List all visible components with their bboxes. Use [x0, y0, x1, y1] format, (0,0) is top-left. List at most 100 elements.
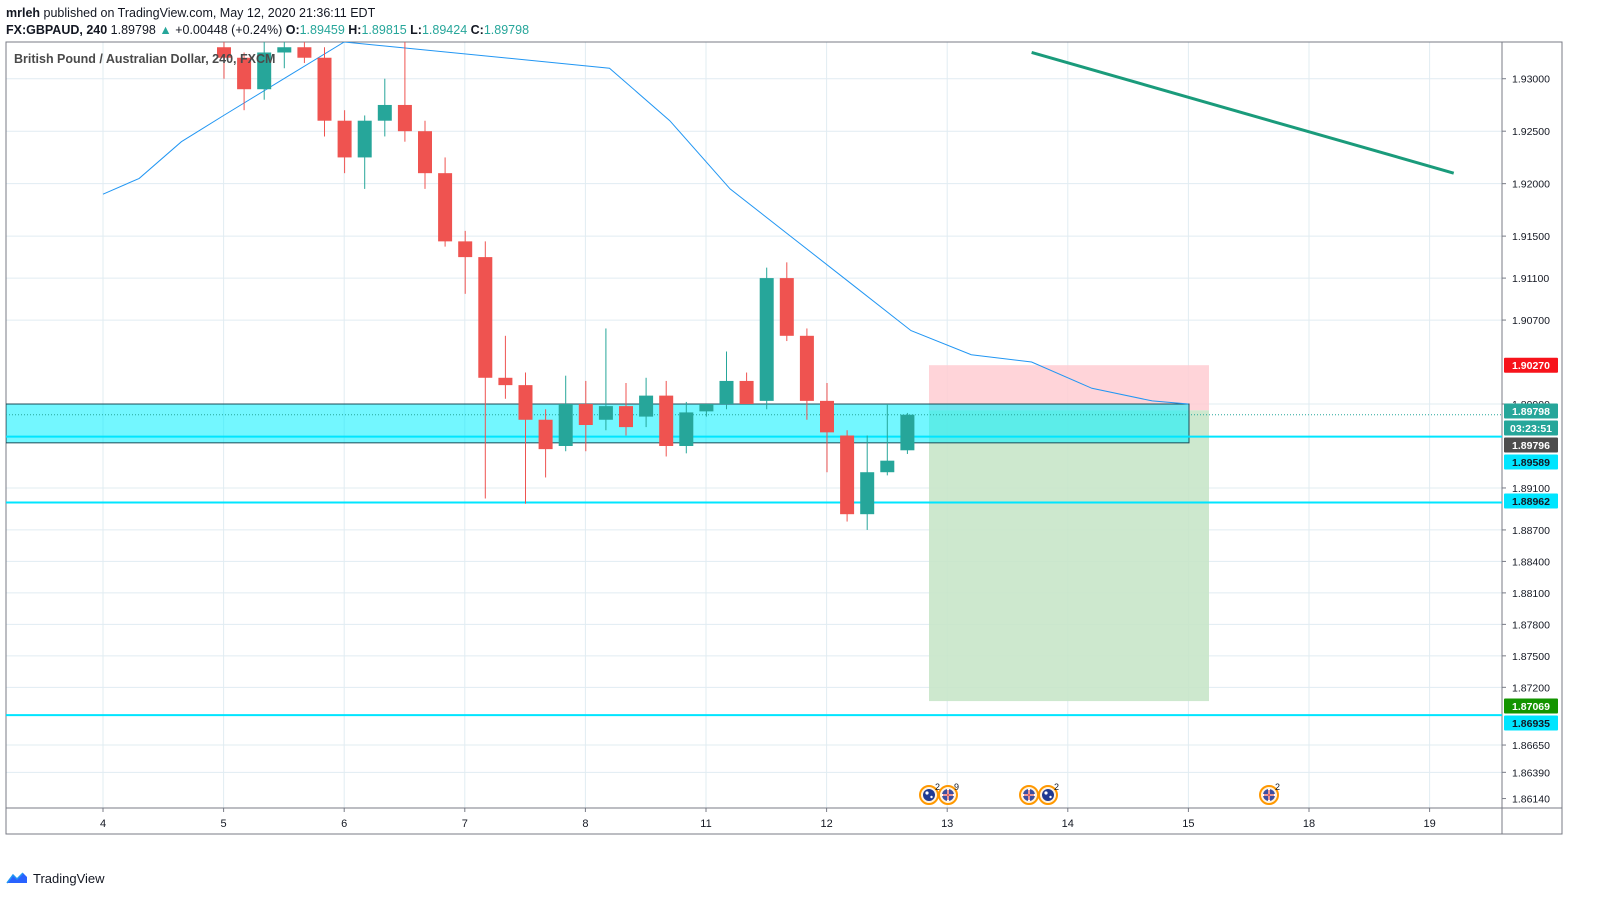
price-axis-label: 1.87069: [1512, 701, 1550, 713]
economic-event-count: 2: [1275, 782, 1280, 792]
candle-bearish[interactable]: [538, 419, 553, 450]
candle-bearish[interactable]: [458, 241, 473, 258]
price-tick-label: 1.92500: [1512, 126, 1550, 138]
candle-bearish[interactable]: [297, 47, 312, 58]
time-tick-label: 8: [582, 818, 588, 830]
price-axis-label: 03:23:51: [1510, 423, 1552, 435]
last-price: 1.89798: [110, 23, 156, 37]
candle-bearish[interactable]: [337, 120, 352, 158]
candle-bullish[interactable]: [679, 412, 694, 446]
price-axis-label-bg: [1504, 357, 1558, 373]
candle-bullish[interactable]: [377, 104, 392, 121]
price-tick-label: 1.91500: [1512, 231, 1550, 243]
au-flag-icon: [923, 789, 935, 801]
price-axis-label: 1.89589: [1512, 457, 1550, 469]
candle-bearish[interactable]: [438, 173, 453, 242]
price-axis-label-bg: [1504, 420, 1558, 436]
close-label: C:: [470, 23, 484, 37]
economic-event-count: 2: [1054, 782, 1059, 792]
open-value: 1.89459: [299, 23, 345, 37]
low-label: L:: [410, 23, 422, 37]
take-profit-zone[interactable]: [929, 410, 1209, 702]
economic-event-count: 9: [954, 782, 959, 792]
candle-bearish[interactable]: [659, 395, 674, 446]
time-tick-label: 11: [700, 818, 711, 830]
candle-bearish[interactable]: [418, 131, 432, 174]
candle-bullish[interactable]: [277, 47, 292, 53]
candle-bullish[interactable]: [880, 460, 895, 473]
candle-bullish[interactable]: [598, 406, 613, 420]
price-change: +0.00448 (+0.24%): [175, 23, 283, 37]
price-tick-label: 1.88700: [1512, 525, 1550, 537]
au-flag-star: [925, 791, 929, 795]
price-tick-label: 1.87800: [1512, 619, 1550, 631]
price-axis-label-bg: [1504, 403, 1558, 419]
publish-header: mrleh published on TradingView.com, May …: [6, 4, 375, 22]
candle-bearish[interactable]: [397, 104, 412, 132]
candle-bearish[interactable]: [217, 47, 231, 58]
candle-bullish[interactable]: [257, 52, 272, 90]
au-flag-star: [1044, 791, 1048, 795]
price-tick-label: 1.89100: [1512, 483, 1550, 495]
time-tick-label: 6: [341, 818, 347, 830]
symbol-info-line: FX:GBPAUD, 240 1.89798 ▲ +0.00448 (+0.24…: [6, 22, 529, 38]
candle-bearish[interactable]: [840, 435, 855, 515]
economic-event-count: 2: [935, 782, 940, 792]
candle-bearish[interactable]: [478, 257, 493, 378]
price-axis-label: 1.86935: [1512, 718, 1550, 730]
price-tick-label: 1.90700: [1512, 315, 1550, 327]
au-flag-star: [930, 795, 933, 799]
price-tick-label: 1.86650: [1512, 740, 1550, 752]
candle-bullish[interactable]: [719, 380, 734, 405]
low-value: 1.89424: [421, 23, 468, 37]
candle-bearish[interactable]: [799, 335, 814, 401]
price-axis-label: 1.90270: [1512, 360, 1550, 372]
time-tick-label: 14: [1062, 818, 1074, 830]
high-label: H:: [348, 23, 362, 37]
price-axis-label: 1.89796: [1512, 440, 1550, 452]
author-name[interactable]: mrleh: [6, 6, 41, 20]
price-axis-label-bg: [1504, 698, 1558, 714]
footer-branding[interactable]: TradingView: [6, 868, 105, 888]
candle-bearish[interactable]: [578, 404, 593, 425]
time-tick-label: 13: [941, 818, 953, 830]
time-tick-label: 19: [1423, 818, 1435, 830]
price-tick-label: 1.87500: [1512, 651, 1550, 663]
candle-bearish[interactable]: [498, 377, 513, 386]
time-tick-label: 4: [100, 818, 106, 830]
time-tick-label: 18: [1303, 818, 1315, 830]
up-arrow-icon: ▲: [159, 23, 172, 37]
symbol-name[interactable]: FX:GBPAUD, 240: [6, 23, 108, 37]
trendline[interactable]: [1031, 51, 1455, 175]
candle-bullish[interactable]: [759, 278, 774, 401]
candle-bullish[interactable]: [699, 404, 714, 412]
price-tick-label: 1.86390: [1512, 767, 1550, 779]
candle-bullish[interactable]: [900, 414, 915, 451]
time-tick-label: 5: [221, 818, 227, 830]
candle-bullish[interactable]: [639, 395, 654, 417]
candle-bearish[interactable]: [237, 57, 252, 90]
candle-bearish[interactable]: [739, 380, 754, 405]
close-value: 1.89798: [483, 23, 530, 37]
candle-bullish[interactable]: [860, 472, 875, 515]
candle-bearish[interactable]: [619, 406, 633, 428]
candle-bullish[interactable]: [558, 404, 573, 446]
candle-bullish[interactable]: [357, 120, 372, 158]
au-flag-star: [1049, 795, 1052, 799]
stop-loss-zone[interactable]: [929, 365, 1209, 411]
au-flag-icon: [1042, 789, 1054, 801]
price-tick-label: 1.88400: [1512, 556, 1550, 568]
candle-bearish[interactable]: [518, 385, 533, 420]
time-tick-label: 7: [462, 818, 468, 830]
time-tick-label: 15: [1182, 818, 1194, 830]
price-tick-label: 1.87200: [1512, 682, 1550, 694]
candle-bearish[interactable]: [317, 57, 332, 121]
price-axis-label: 1.88962: [1512, 496, 1550, 508]
candle-bearish[interactable]: [820, 400, 834, 433]
candle-bearish[interactable]: [779, 278, 794, 336]
price-axis-label-bg: [1504, 437, 1558, 453]
price-tick-label: 1.88100: [1512, 588, 1550, 600]
tradingview-logo-icon: [6, 872, 27, 884]
moving-average-line: [102, 42, 1189, 405]
